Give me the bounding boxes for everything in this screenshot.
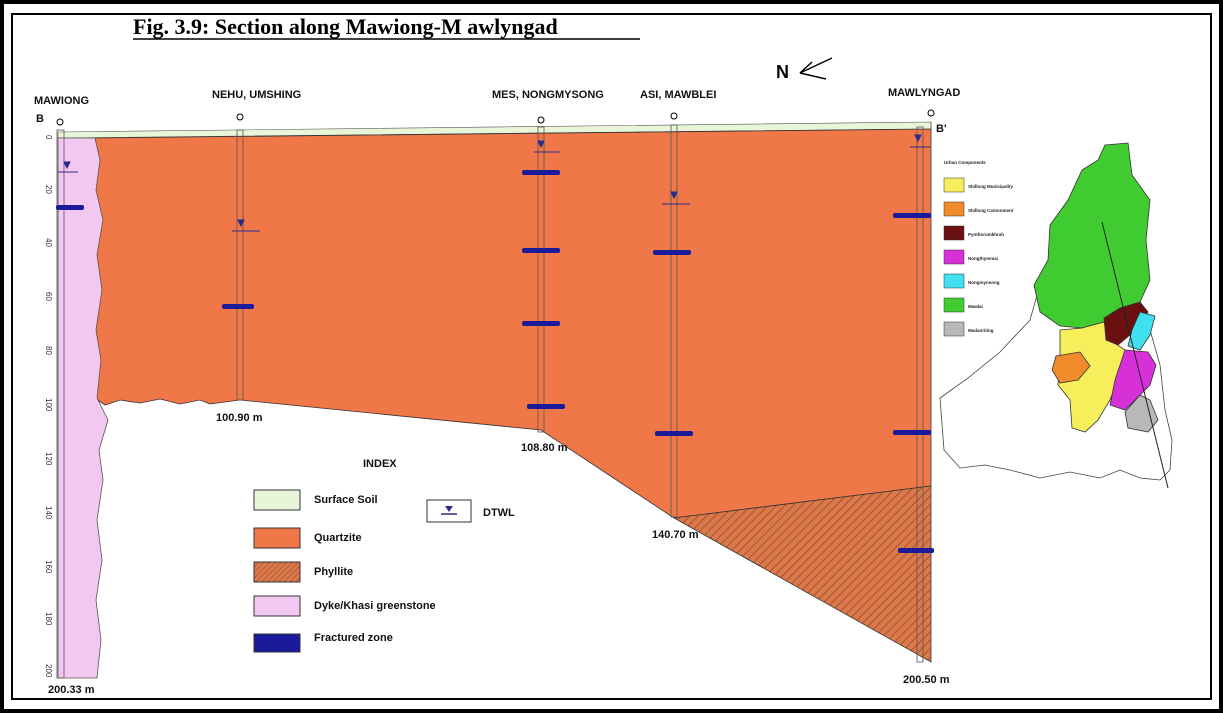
depth-tick: 80 (44, 346, 53, 355)
fractured-zone (655, 431, 693, 436)
legend-title: INDEX (363, 458, 397, 470)
inset-legend-title: Urban Components (944, 160, 986, 165)
legend-swatch-phyllite (253, 561, 301, 583)
fractured-zone (893, 213, 931, 218)
dtwl-markers (58, 134, 930, 232)
inset-legend-label: Pynthorumkhrah (968, 232, 1004, 237)
dtwl-icon (662, 191, 690, 205)
legend-label-quartzite: Quartzite (314, 532, 362, 544)
legend-label-phyllite: Phyllite (314, 566, 353, 578)
depth-tick: 180 (44, 612, 53, 626)
inset-swatch-1 (943, 201, 965, 217)
inset-legend-label: Nongthymmai (968, 256, 998, 261)
legend-label-fractured: Fractured zone (314, 632, 393, 644)
depth-tick: 160 (44, 560, 53, 574)
inset-legend-label: Mawlai (968, 304, 983, 309)
depth-tick: 120 (44, 452, 53, 466)
depth-label-mawiong: 200.33 m (48, 684, 95, 696)
inset-map: Urban Components Shillong Municipality S… (939, 142, 1173, 489)
inset-legend-label: Madanriting (968, 328, 994, 333)
fractured-zone (522, 321, 560, 326)
depth-tick: 100 (44, 398, 53, 412)
fractured-zone (522, 248, 560, 253)
legend-label-surface-soil: Surface Soil (314, 494, 378, 506)
fractured-zone (653, 250, 691, 255)
inset-swatch-6 (943, 321, 965, 337)
inset-swatch-3 (943, 249, 965, 265)
depth-label-nehu: 100.90 m (216, 412, 263, 424)
inset-swatch-5 (943, 297, 965, 313)
depth-label-mawlyngad: 200.50 m (903, 674, 950, 686)
section-start-label: B (36, 113, 44, 125)
figure-title: Fig. 3.9: Section along Mawiong-M awlyng… (133, 14, 558, 39)
fractured-zone (56, 205, 84, 210)
depth-tick: 20 (44, 185, 53, 194)
depth-tick: 200 (44, 664, 53, 678)
fractured-zones (56, 170, 934, 553)
well-name-mawlyngad: MAWLYNGAD (888, 87, 960, 99)
north-arrow-icon: N (776, 57, 833, 82)
depth-axis: 0 20 40 60 80 100 120 140 160 180 200 (44, 135, 53, 678)
dtwl-icon (534, 140, 560, 153)
region-shillong-cantonment (1051, 351, 1091, 384)
dtwl-icon (910, 134, 930, 148)
inset-swatch-4 (943, 273, 965, 289)
legend: INDEX Surface Soil Quartzite Phyllite Dy… (253, 458, 515, 653)
north-label: N (776, 62, 789, 82)
dyke-layer (57, 137, 109, 679)
legend-swatch-quartzite (253, 527, 301, 549)
well-marker-mawlyngad (927, 109, 935, 117)
depth-tick: 0 (44, 135, 53, 140)
depth-tick: 140 (44, 506, 53, 520)
dtwl-legend-icon (445, 506, 453, 512)
inset-legend-label: Shillong Municipality (968, 184, 1013, 189)
legend-swatch-surface-soil (253, 489, 301, 511)
legend-label-dyke: Dyke/Khasi greenstone (314, 600, 436, 612)
dtwl-icon (58, 161, 78, 173)
well-name-mawiong: MAWIONG (34, 95, 89, 107)
legend-swatch-dyke (253, 595, 301, 617)
well-name-asi: ASI, MAWBLEI (640, 89, 716, 101)
legend-swatch-fractured (253, 633, 301, 653)
dtwl-icon (232, 219, 260, 232)
inset-swatch-2 (943, 225, 965, 241)
region-nongmynsong (1127, 311, 1156, 351)
fractured-zone (222, 304, 254, 309)
well-marker-mes (537, 116, 545, 124)
depth-label-mes: 108.80 m (521, 442, 568, 454)
fractured-zone (898, 548, 934, 553)
well-marker-nehu (236, 113, 244, 121)
legend-label-dtwl: DTWL (483, 507, 515, 519)
well-marker-mawiong (56, 118, 64, 126)
inset-legend-label: Nongmynsong (968, 280, 1000, 285)
section-end-label: B' (936, 123, 947, 135)
inner-border (11, 13, 1212, 700)
well-columns (56, 122, 932, 679)
well-name-nehu: NEHU, UMSHING (212, 89, 301, 101)
well-name-mes: MES, NONGMYSONG (492, 89, 604, 101)
region-madanriting (1124, 394, 1159, 433)
fractured-zone (527, 404, 565, 409)
depth-tick: 40 (44, 238, 53, 247)
section-line-on-map (1101, 221, 1169, 489)
well-marker-asi (670, 112, 678, 120)
fractured-zone (893, 430, 931, 435)
fractured-zone (522, 170, 560, 175)
depth-label-asi: 140.70 m (652, 529, 699, 541)
depth-tick: 60 (44, 292, 53, 301)
inset-swatch-0 (943, 177, 965, 193)
inset-legend-label: Shillong Cantonment (968, 208, 1014, 213)
